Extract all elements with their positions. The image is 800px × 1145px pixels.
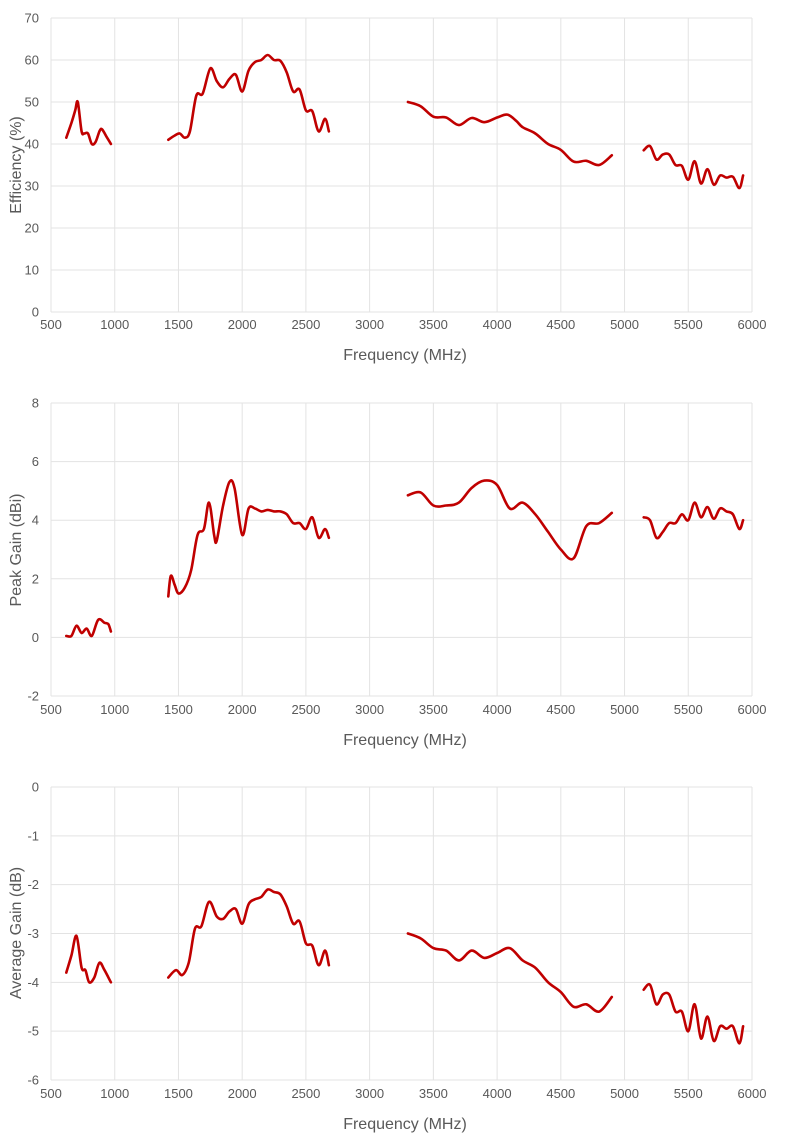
series-line-segment-1 (65, 99, 113, 146)
x-tick-label: 3500 (419, 702, 448, 717)
x-tick-label: 3000 (355, 1086, 384, 1101)
y-tick-label: 0 (32, 630, 39, 645)
gridlines (50, 786, 753, 1081)
series-line-segment-3 (406, 932, 614, 1013)
x-tick-label: 4500 (546, 317, 575, 332)
series-line-segment-4 (642, 501, 745, 540)
y-tick-label: 6 (32, 454, 39, 469)
series-line-segment-2 (167, 53, 331, 142)
x-tick-label: 4500 (546, 1086, 575, 1101)
x-tick-label: 2500 (291, 1086, 320, 1101)
y-tick-label: -2 (27, 877, 39, 892)
x-tick-label: 4000 (483, 1086, 512, 1101)
y-tick-label: -3 (27, 926, 39, 941)
x-tick-label: 1000 (100, 702, 129, 717)
y-tick-label: 20 (25, 221, 39, 236)
x-tick-label: 1500 (164, 1086, 193, 1101)
y-tick-label: 2 (32, 571, 39, 586)
x-axis-title: Frequency (MHz) (343, 347, 467, 364)
average-gain-chart: Frequency (MHz) Average Gain (dB) -6 -5 -4… (8, 780, 766, 1134)
x-tick-label: 500 (40, 317, 62, 332)
x-tick-label: 4000 (483, 702, 512, 717)
y-tick-label: 0 (32, 780, 39, 795)
x-tick-label: 5000 (610, 317, 639, 332)
x-tick-label: 4000 (483, 317, 512, 332)
y-tick-label: 70 (25, 11, 39, 26)
x-tick-label: 6000 (738, 702, 767, 717)
y-axis-title: Peak Gain (dBi) (8, 494, 25, 607)
x-tick-label: 5000 (610, 1086, 639, 1101)
y-axis-title: Efficiency (%) (8, 116, 25, 214)
y-tick-label: -4 (27, 975, 39, 990)
y-tick-label: 50 (25, 95, 39, 110)
x-tick-label: 3000 (355, 702, 384, 717)
x-tick-label: 1000 (100, 1086, 129, 1101)
y-tick-label: -5 (27, 1024, 39, 1039)
x-tick-label: 6000 (738, 1086, 767, 1101)
x-tick-label: 5000 (610, 702, 639, 717)
series-line-segment-4 (642, 982, 745, 1045)
series-line-segment-1 (65, 617, 113, 638)
series-line-segment-2 (167, 888, 331, 979)
series-line-segment-3 (406, 100, 614, 167)
x-tick-label: 1500 (164, 702, 193, 717)
x-tick-label: 500 (40, 1086, 62, 1101)
x-axis-title: Frequency (MHz) (343, 1116, 467, 1133)
x-tick-label: 2000 (228, 702, 257, 717)
x-tick-label: 4500 (546, 702, 575, 717)
x-tick-label: 2000 (228, 317, 257, 332)
y-tick-label: 30 (25, 179, 39, 194)
x-tick-label: 6000 (738, 317, 767, 332)
y-tick-label: -6 (27, 1073, 39, 1088)
x-tick-label: 2500 (291, 702, 320, 717)
series-line-segment-2 (167, 479, 331, 598)
x-axis-title: Frequency (MHz) (343, 732, 467, 749)
series-line-segment-3 (406, 479, 614, 561)
y-tick-label: 40 (25, 137, 39, 152)
y-axis-title: Average Gain (dB) (8, 867, 25, 999)
y-tick-label: 60 (25, 53, 39, 68)
x-tick-label: 3000 (355, 317, 384, 332)
series-line-segment-4 (642, 144, 745, 190)
y-tick-label: -2 (27, 689, 39, 704)
peak-gain-chart: Frequency (MHz) Peak Gain (dBi) -2 0 2 4 6 8 5… (8, 396, 766, 750)
x-tick-label: 1500 (164, 317, 193, 332)
x-tick-label: 3500 (419, 317, 448, 332)
y-tick-label: 8 (32, 396, 39, 411)
efficiency-chart: Frequency (MHz) Efficiency (%) 0 10 20 30 40… (8, 11, 766, 365)
series-line-segment-1 (65, 934, 113, 984)
y-tick-label: 0 (32, 305, 39, 320)
x-tick-label: 3500 (419, 1086, 448, 1101)
y-tick-label: 10 (25, 263, 39, 278)
x-tick-label: 5500 (674, 1086, 703, 1101)
x-tick-label: 2500 (291, 317, 320, 332)
x-tick-label: 5500 (674, 317, 703, 332)
gridlines (50, 402, 753, 697)
x-tick-label: 1000 (100, 317, 129, 332)
y-tick-label: 4 (32, 513, 39, 528)
x-tick-label: 5500 (674, 702, 703, 717)
y-tick-label: -1 (27, 828, 39, 843)
x-tick-label: 500 (40, 702, 62, 717)
x-tick-label: 2000 (228, 1086, 257, 1101)
gridlines (50, 17, 753, 313)
